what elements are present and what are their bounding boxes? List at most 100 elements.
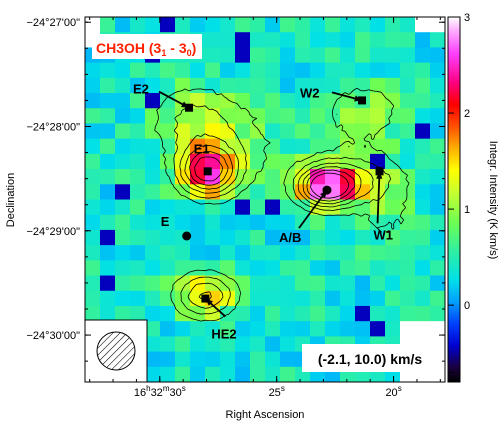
map-pixel xyxy=(385,275,401,292)
map-pixel xyxy=(400,245,416,261)
map-pixel xyxy=(325,260,341,277)
map-pixel xyxy=(220,351,236,368)
beam-box xyxy=(84,319,148,383)
arrow-a-b xyxy=(298,189,328,229)
map-pixel xyxy=(205,32,221,49)
map-pixel xyxy=(265,305,281,322)
map-pixel xyxy=(340,32,356,49)
map-pixel xyxy=(100,138,116,155)
map-pixel xyxy=(115,260,131,277)
plot-ticks xyxy=(85,17,445,382)
map-pixel xyxy=(430,62,445,79)
map-pixel xyxy=(130,260,146,277)
map-pixel xyxy=(115,17,131,33)
map-pixel xyxy=(385,169,401,185)
map-pixel xyxy=(220,47,236,64)
map-pixel xyxy=(220,260,236,277)
map-pixel xyxy=(235,229,251,246)
map-pixel xyxy=(385,62,401,79)
map-pixel xyxy=(310,321,326,337)
map-pixel xyxy=(235,321,251,337)
source-marker-e1 xyxy=(203,167,212,176)
map-pixel xyxy=(85,169,101,185)
map-pixel xyxy=(250,366,266,382)
map-pixel xyxy=(310,305,326,322)
map-pixel xyxy=(250,290,266,307)
map-pixel xyxy=(85,229,101,246)
map-pixel xyxy=(205,260,221,277)
map-pixel xyxy=(145,123,161,140)
map-pixel xyxy=(415,62,431,79)
map-pixel xyxy=(205,108,221,125)
map-pixel xyxy=(415,199,431,216)
map-pixel xyxy=(115,62,131,79)
map-pixel xyxy=(265,184,281,201)
map-pixel xyxy=(430,184,445,201)
map-pixel xyxy=(175,290,191,307)
map-pixel xyxy=(295,108,311,125)
map-pixel xyxy=(265,260,281,277)
map-pixel xyxy=(415,290,431,307)
map-pixel xyxy=(415,17,431,33)
map-pixel xyxy=(265,169,281,185)
map-pixel xyxy=(385,138,401,155)
map-pixel xyxy=(160,77,176,94)
map-pixel xyxy=(340,108,356,125)
map-pixel xyxy=(100,214,116,231)
map-pixel xyxy=(370,123,386,140)
map-pixel xyxy=(355,260,371,277)
map-pixel xyxy=(325,123,341,140)
map-pixel xyxy=(295,275,311,292)
map-pixel xyxy=(220,199,236,216)
map-pixel xyxy=(340,153,356,170)
map-pixel xyxy=(385,321,401,337)
source-markers: E2 E1 E A/B W1 W2 HE2 xyxy=(133,82,393,342)
map-pixel xyxy=(130,77,146,94)
map-pixel xyxy=(235,366,251,382)
map-pixel xyxy=(160,245,176,261)
map-pixel xyxy=(265,366,281,382)
map-pixel xyxy=(310,169,326,185)
map-pixel xyxy=(265,108,281,125)
map-pixel xyxy=(370,275,386,292)
map-pixel xyxy=(235,93,251,109)
map-pixel xyxy=(115,108,131,125)
y-tick-label: −24°30'00" xyxy=(26,330,80,342)
map-pixel xyxy=(340,305,356,322)
map-pixel xyxy=(130,245,146,261)
intensity-pixels xyxy=(85,17,445,382)
map-pixel xyxy=(295,290,311,307)
map-pixel xyxy=(310,108,326,125)
map-pixel xyxy=(400,47,416,64)
map-pixel xyxy=(145,245,161,261)
map-pixel xyxy=(115,169,131,185)
map-pixel xyxy=(280,305,296,322)
map-pixel xyxy=(160,275,176,292)
map-pixel xyxy=(385,199,401,216)
map-pixel xyxy=(250,275,266,292)
map-pixel xyxy=(385,290,401,307)
source-label-a-b: A/B xyxy=(279,230,301,245)
map-pixel xyxy=(310,32,326,49)
map-pixel xyxy=(235,77,251,94)
map-pixel xyxy=(340,47,356,64)
map-pixel xyxy=(205,275,221,292)
map-pixel xyxy=(190,305,206,322)
map-pixel xyxy=(400,321,416,337)
map-pixel xyxy=(100,305,116,322)
map-pixel xyxy=(100,229,116,246)
map-pixel xyxy=(190,62,206,79)
map-pixel xyxy=(400,214,416,231)
map-pixel xyxy=(430,245,445,261)
map-pixel xyxy=(400,305,416,322)
map-pixel xyxy=(355,62,371,79)
map-pixel xyxy=(115,123,131,140)
map-pixel xyxy=(235,351,251,368)
map-pixel xyxy=(310,275,326,292)
map-pixel xyxy=(145,351,161,368)
map-pixel xyxy=(280,17,296,33)
map-pixel xyxy=(100,123,116,140)
map-pixel xyxy=(430,123,445,140)
y-tick-labels: −24°27'00" −24°28'00" −24°29'00" −24°30'00" xyxy=(26,17,80,342)
map-pixel xyxy=(85,199,101,216)
